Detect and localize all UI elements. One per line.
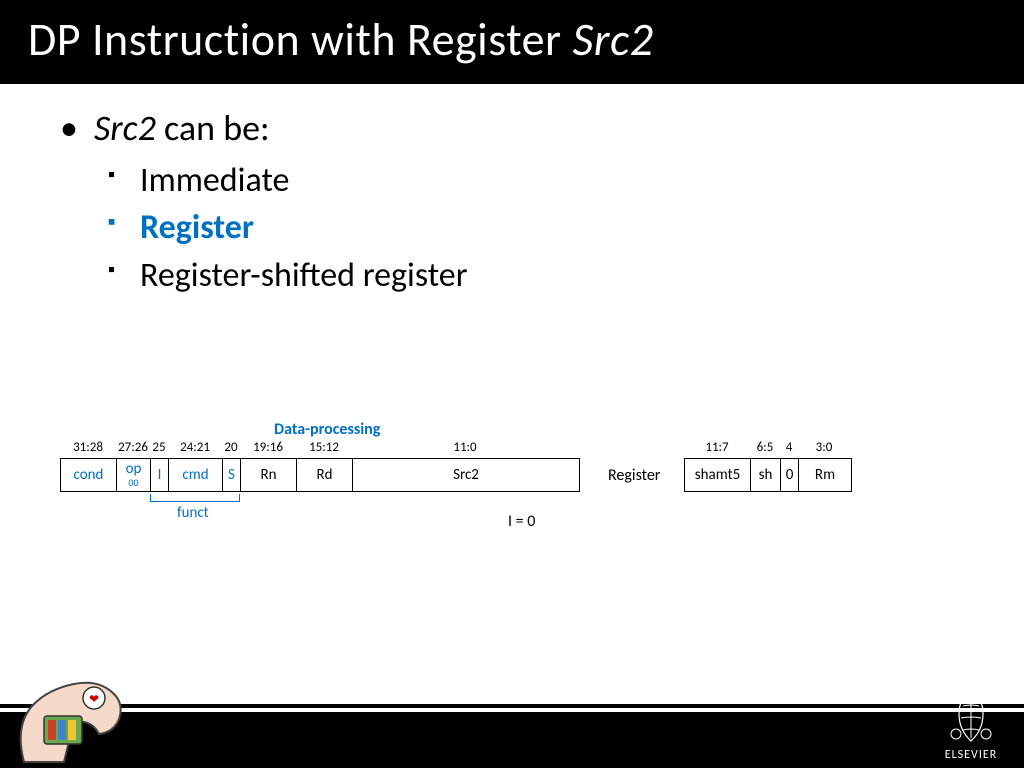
content-area: Src2 can be: ImmediateRegisterRegister-s…: [0, 84, 1024, 299]
bit-label: 27:26: [116, 440, 150, 455]
encoding-cell: cond: [61, 459, 117, 491]
bit-label: 24:21: [168, 440, 222, 455]
title-italic: Src2: [572, 12, 653, 68]
publisher-name: ELSEVIER: [932, 748, 1010, 762]
main-encoding: 31:2827:262524:212019:1615:1211:0 condop…: [60, 458, 580, 492]
bit-label: 25: [150, 440, 168, 455]
register-label: Register: [608, 466, 660, 485]
encoding-cell: 0: [781, 459, 799, 491]
title-bar: DP Instruction with Register Src2: [0, 0, 1024, 84]
encoding-cell: shamt5: [685, 459, 751, 491]
funct-label: funct: [177, 504, 209, 522]
sub-bullet-list: ImmediateRegisterRegister-shifted regist…: [94, 157, 964, 300]
main-bit-labels: 31:2827:262524:212019:1615:1211:0: [60, 440, 578, 455]
title-prefix: DP Instruction with Register: [28, 12, 572, 68]
bit-label: 11:0: [352, 440, 578, 455]
publisher-logo: ELSEVIER: [932, 686, 1010, 762]
encoding-cell: op00: [117, 459, 151, 491]
sub-bullet-item: Register: [94, 204, 964, 252]
encoding-cell: Rd: [297, 459, 353, 491]
bullet-list: Src2 can be: ImmediateRegisterRegister-s…: [60, 104, 964, 299]
bullet-lead: Src2 can be: ImmediateRegisterRegister-s…: [60, 104, 964, 299]
slide-title: DP Instruction with Register Src2: [28, 12, 996, 68]
encoding-cell: Src2: [353, 459, 579, 491]
sub-bullet-item: Immediate: [94, 157, 964, 205]
bit-label: 3:0: [798, 440, 850, 455]
encoding-cell: Rm: [799, 459, 851, 491]
bit-label: 19:16: [240, 440, 296, 455]
encoding-cell: cmd: [169, 459, 223, 491]
src2-encoding: 11:76:543:0 shamt5sh0Rm: [684, 458, 852, 492]
bit-label: 15:12: [296, 440, 352, 455]
diagram-heading: Data-processing: [274, 420, 380, 439]
arm-icon: ❤: [4, 654, 154, 764]
encoding-cell: S: [223, 459, 241, 491]
funct-bracket: [150, 494, 240, 502]
src2-encoding-row: shamt5sh0Rm: [684, 458, 852, 492]
bullet-lead-italic: Src2: [94, 106, 156, 150]
main-encoding-row: condop00IcmdSRnRdSrc2: [60, 458, 580, 492]
bit-label: 20: [222, 440, 240, 455]
bit-label: 4: [780, 440, 798, 455]
sub-bullet-item: Register-shifted register: [94, 252, 964, 300]
bit-label: 11:7: [684, 440, 750, 455]
svg-text:❤: ❤: [89, 693, 99, 707]
bullet-lead-rest: can be:: [156, 106, 270, 150]
bit-label: 6:5: [750, 440, 780, 455]
encoding-cell: I: [151, 459, 169, 491]
src2-bit-labels: 11:76:543:0: [684, 440, 850, 455]
bit-label: 31:28: [60, 440, 116, 455]
i-equals-label: I = 0: [508, 512, 535, 531]
slide: DP Instruction with Register Src2 Src2 c…: [0, 0, 1024, 768]
encoding-cell: Rn: [241, 459, 297, 491]
encoding-cell: sh: [751, 459, 781, 491]
